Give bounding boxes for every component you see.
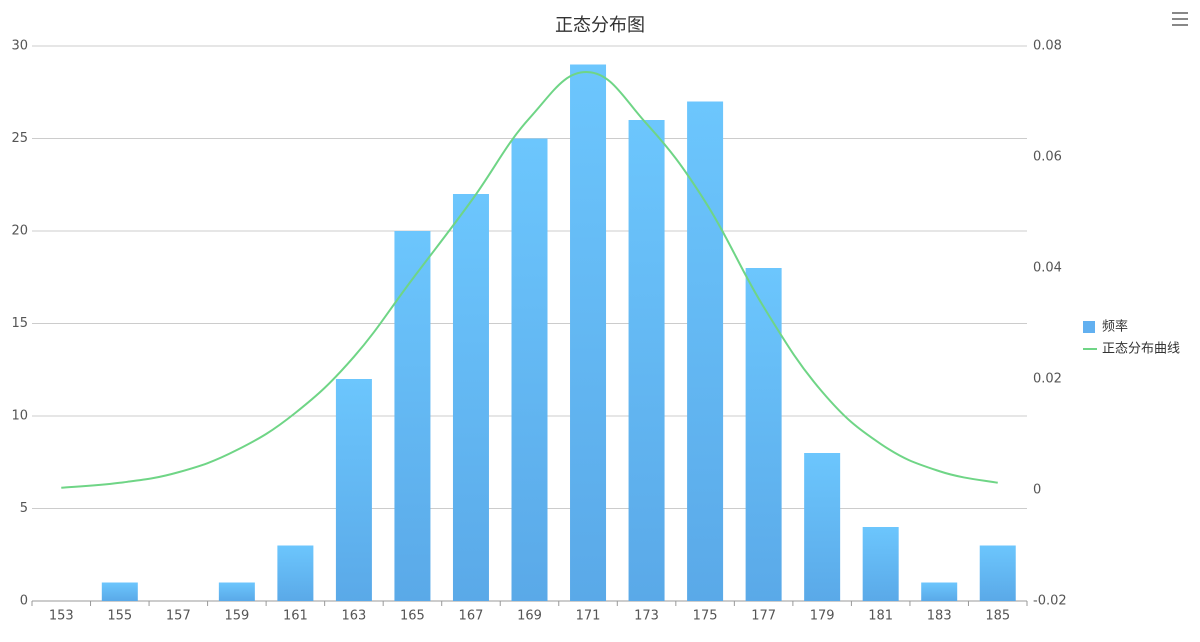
bar: [921, 582, 958, 601]
y2-tick-label: 0.06: [1033, 150, 1062, 165]
legend-swatch: [1083, 321, 1095, 333]
x-tick-label: 161: [283, 609, 308, 624]
y2-tick-label: -0.02: [1033, 594, 1067, 609]
bar: [511, 138, 548, 601]
legend-label: 正态分布曲线: [1102, 342, 1180, 357]
x-tick-label: 175: [693, 609, 718, 624]
curve: [61, 71, 998, 489]
x-tick-label: 183: [927, 609, 952, 624]
y-tick-label: 0: [20, 594, 28, 609]
y2-tick-label: 0.02: [1033, 372, 1062, 387]
bar: [218, 582, 255, 601]
y2-tick-label: 0.08: [1033, 39, 1062, 54]
x-tick-label: 173: [634, 609, 659, 624]
bar: [745, 268, 782, 601]
x-tick-label: 163: [341, 609, 366, 624]
x-tick-label: 181: [868, 609, 893, 624]
x-tick-label: 179: [810, 609, 835, 624]
y-tick-label: 20: [11, 224, 28, 239]
bar: [804, 453, 841, 601]
y-tick-label: 10: [11, 409, 28, 424]
x-tick-label: 167: [459, 609, 484, 624]
bar: [101, 582, 138, 601]
y-tick-label: 25: [11, 131, 28, 146]
x-tick-label: 171: [576, 609, 601, 624]
x-tick-label: 157: [166, 609, 191, 624]
bar: [570, 64, 607, 601]
x-tick-label: 177: [751, 609, 776, 624]
bar: [335, 379, 372, 601]
bar: [452, 194, 489, 601]
x-tick-label: 169: [517, 609, 542, 624]
bar: [862, 527, 899, 601]
y2-tick-label: 0.04: [1033, 261, 1062, 276]
bar: [277, 545, 314, 601]
x-tick-label: 155: [107, 609, 132, 624]
bar: [394, 231, 431, 601]
y-tick-label: 30: [11, 39, 28, 54]
bar: [687, 101, 724, 601]
chart-title: 正态分布图: [555, 15, 645, 36]
y2-tick-label: 0: [1033, 483, 1041, 498]
x-tick-label: 185: [985, 609, 1010, 624]
bar: [628, 120, 665, 601]
y-tick-label: 15: [11, 316, 28, 331]
x-tick-label: 159: [224, 609, 249, 624]
menu-icon[interactable]: [1172, 12, 1188, 26]
x-tick-label: 153: [49, 609, 74, 624]
bar: [979, 545, 1016, 601]
y-tick-label: 5: [20, 501, 28, 516]
x-tick-label: 165: [400, 609, 425, 624]
legend-label: 频率: [1102, 319, 1128, 335]
